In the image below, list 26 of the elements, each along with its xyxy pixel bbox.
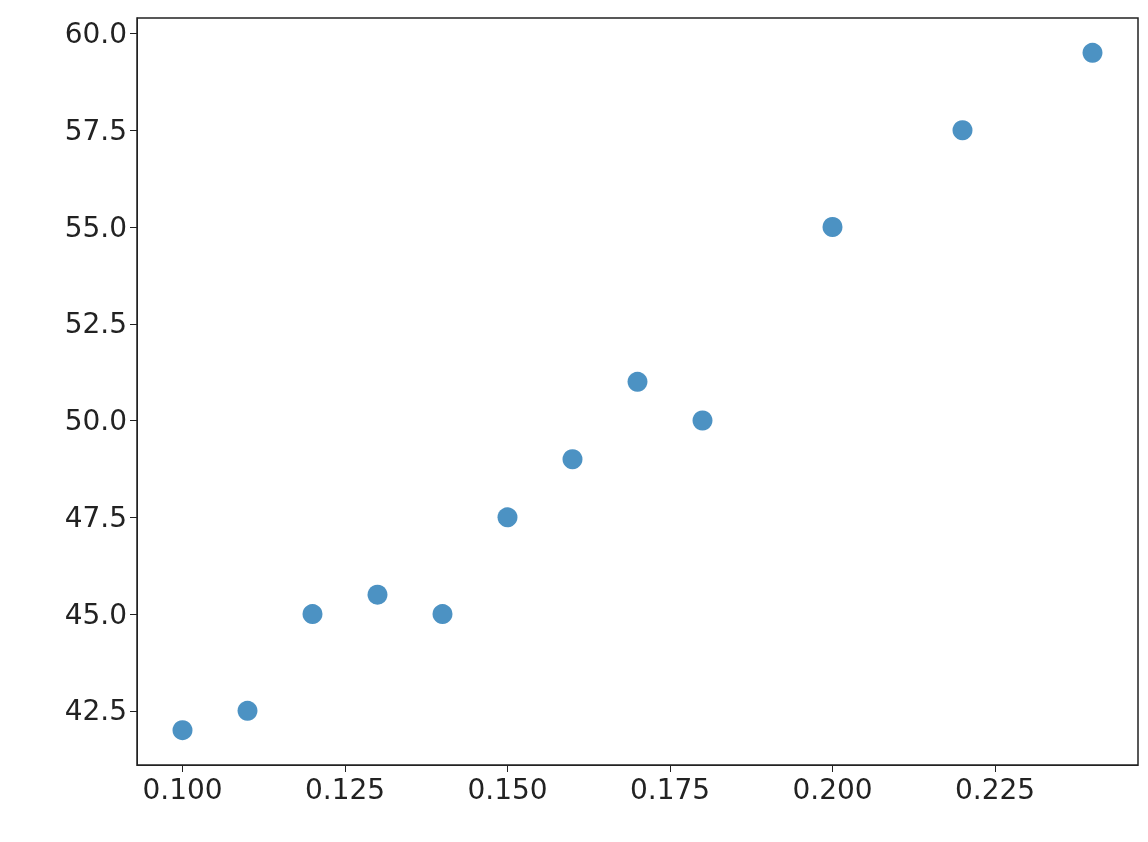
x-tick-label: 0.175 [629,772,711,806]
point [367,584,388,605]
y-tick-label: 60.0 [64,16,127,50]
y-tick-label: 47.5 [64,500,127,534]
point [562,449,583,470]
point [822,217,843,237]
x-tick-label: 0.125 [304,772,386,806]
x-tick-label: 0.225 [954,772,1036,806]
point [172,720,193,741]
point [237,700,258,721]
y-tick-label: 50.0 [64,404,127,438]
y-tick-label: 57.5 [64,113,127,147]
point [627,371,648,392]
point [952,120,973,141]
y-tick-label: 52.5 [64,307,127,341]
x-tick-label: 0.200 [792,772,873,806]
point [302,604,323,625]
point [497,507,518,528]
y-tick-label: 45.0 [64,597,127,631]
x-tick-label: 0.150 [467,772,548,806]
y-tick-label: 55.0 [64,210,127,244]
point [692,410,713,431]
x-tick-label: 0.100 [142,772,223,806]
point [432,604,453,625]
y-tick-label: 42.5 [64,694,127,728]
point [1082,42,1103,63]
